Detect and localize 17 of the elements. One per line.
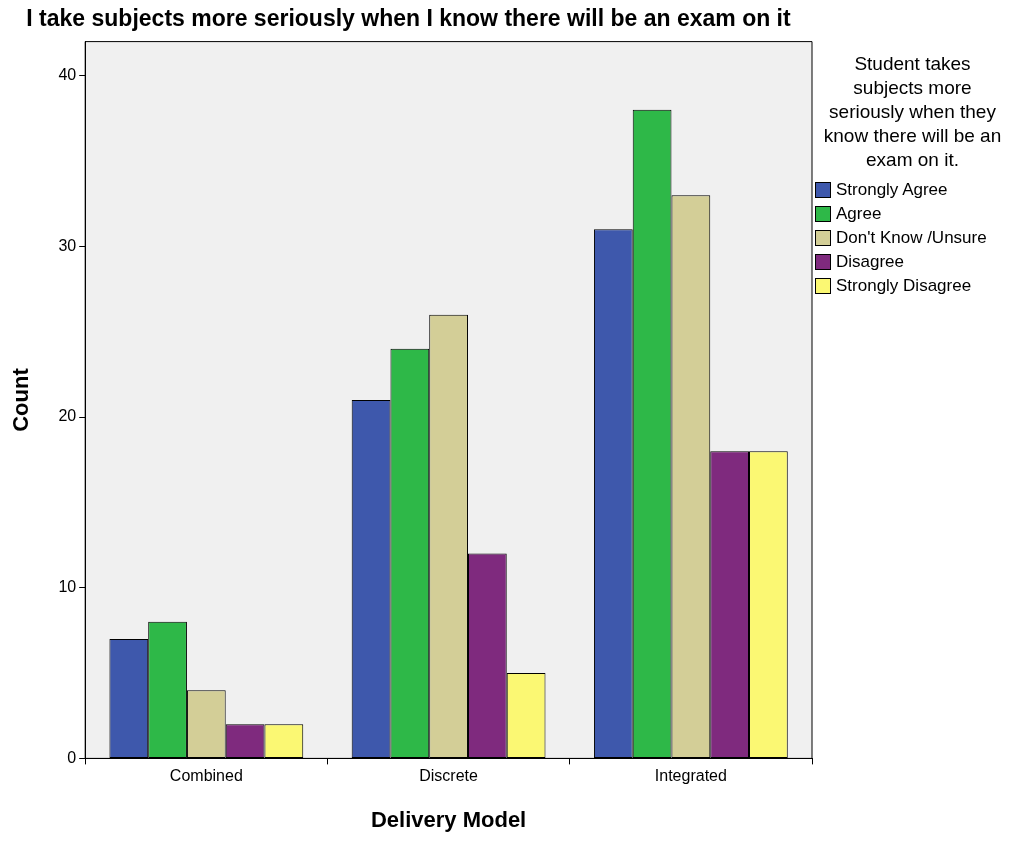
x-tick-label: Integrated xyxy=(654,767,727,785)
y-tick-label: 20 xyxy=(58,407,77,425)
legend-label: Agree xyxy=(836,204,882,224)
chart-title: I take subjects more seriously when I know there will be an exam on it xyxy=(26,5,792,32)
x-axis-title: Delivery Model xyxy=(370,806,527,832)
x-tick-label: Discrete xyxy=(419,767,479,785)
x-tick-label: Combined xyxy=(169,767,243,785)
y-tick-label: 30 xyxy=(58,236,77,254)
y-tick-label: 0 xyxy=(67,748,77,766)
legend-title: Student takes subjects more seriously when they know there will be an exam on it. xyxy=(822,52,1003,172)
legend-label: Disagree xyxy=(836,252,905,272)
y-tick-label: 40 xyxy=(58,66,77,84)
y-axis-title: Count xyxy=(8,367,34,432)
legend-label: Strongly Disagree xyxy=(836,276,972,296)
legend-label: Don't Know /Unsure xyxy=(836,228,987,248)
y-tick-label: 10 xyxy=(58,578,77,596)
legend-label: Strongly Agree xyxy=(836,180,948,200)
